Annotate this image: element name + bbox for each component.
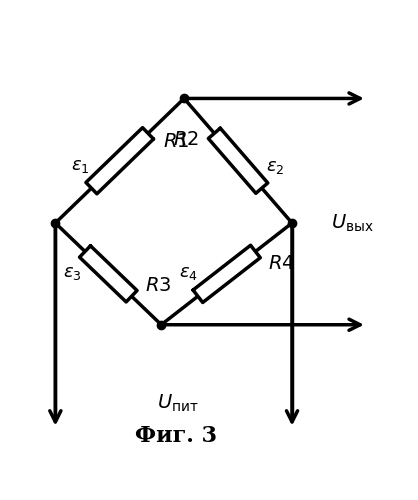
Text: $\varepsilon_2$: $\varepsilon_2$ xyxy=(266,158,285,176)
Text: $R2$: $R2$ xyxy=(173,131,199,149)
Text: Фиг. 3: Фиг. 3 xyxy=(135,425,217,447)
Text: $\varepsilon_4$: $\varepsilon_4$ xyxy=(179,264,198,282)
Polygon shape xyxy=(79,246,137,302)
Text: $\varepsilon_3$: $\varepsilon_3$ xyxy=(63,264,82,282)
Text: $R4$: $R4$ xyxy=(268,254,295,272)
Polygon shape xyxy=(86,128,153,194)
Polygon shape xyxy=(193,246,260,302)
Text: $U_{\rmвых}$: $U_{\rmвых}$ xyxy=(331,212,374,234)
Text: $U_{\rmпит}$: $U_{\rmпит}$ xyxy=(157,393,199,414)
Text: $R1$: $R1$ xyxy=(163,133,189,151)
Polygon shape xyxy=(208,128,268,194)
Text: $\varepsilon_1$: $\varepsilon_1$ xyxy=(71,157,89,175)
Text: $R3$: $R3$ xyxy=(145,277,171,295)
